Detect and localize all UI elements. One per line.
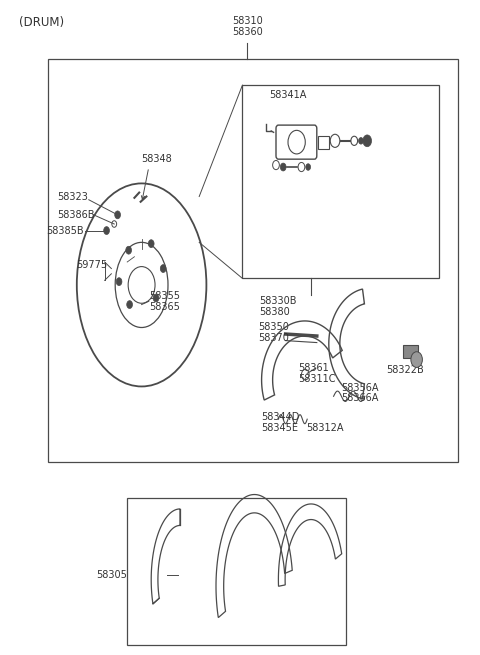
Text: 58366A: 58366A xyxy=(341,393,378,403)
Text: 58322B: 58322B xyxy=(386,365,424,375)
Circle shape xyxy=(115,211,120,219)
Text: 58386B: 58386B xyxy=(58,210,95,220)
Text: 58355: 58355 xyxy=(149,291,180,301)
Text: 58330B: 58330B xyxy=(259,296,297,307)
Text: 58356A: 58356A xyxy=(341,383,378,393)
Text: 58312A: 58312A xyxy=(306,422,343,433)
Circle shape xyxy=(359,138,363,144)
Circle shape xyxy=(127,301,132,309)
Bar xyxy=(318,136,329,149)
Text: 58310: 58310 xyxy=(232,16,263,26)
Text: 58348: 58348 xyxy=(142,153,172,164)
Circle shape xyxy=(126,246,132,254)
Circle shape xyxy=(104,227,109,234)
Bar xyxy=(242,85,439,278)
Text: 58380: 58380 xyxy=(259,307,290,317)
Bar xyxy=(48,59,458,462)
Text: 58311C: 58311C xyxy=(299,373,336,384)
Circle shape xyxy=(148,240,154,248)
Circle shape xyxy=(116,278,122,286)
Text: 58350: 58350 xyxy=(258,322,289,333)
Text: 58344D: 58344D xyxy=(262,412,300,422)
Circle shape xyxy=(153,294,159,302)
Circle shape xyxy=(363,135,372,147)
Text: 58323: 58323 xyxy=(58,191,88,202)
Text: (DRUM): (DRUM) xyxy=(19,16,64,29)
Text: 58360: 58360 xyxy=(232,27,263,37)
Text: 58365: 58365 xyxy=(149,301,180,312)
Text: 58341A: 58341A xyxy=(269,90,306,100)
Circle shape xyxy=(160,265,166,272)
Circle shape xyxy=(306,164,311,170)
Text: 58385B: 58385B xyxy=(46,225,84,236)
Circle shape xyxy=(411,352,422,367)
Text: 58345E: 58345E xyxy=(262,422,299,433)
Text: 58361: 58361 xyxy=(299,363,329,373)
Text: 58305: 58305 xyxy=(96,570,127,580)
Bar xyxy=(403,345,418,358)
Circle shape xyxy=(280,163,286,171)
Text: 59775: 59775 xyxy=(76,260,107,271)
Bar xyxy=(127,498,346,645)
Text: 58370: 58370 xyxy=(258,333,289,343)
